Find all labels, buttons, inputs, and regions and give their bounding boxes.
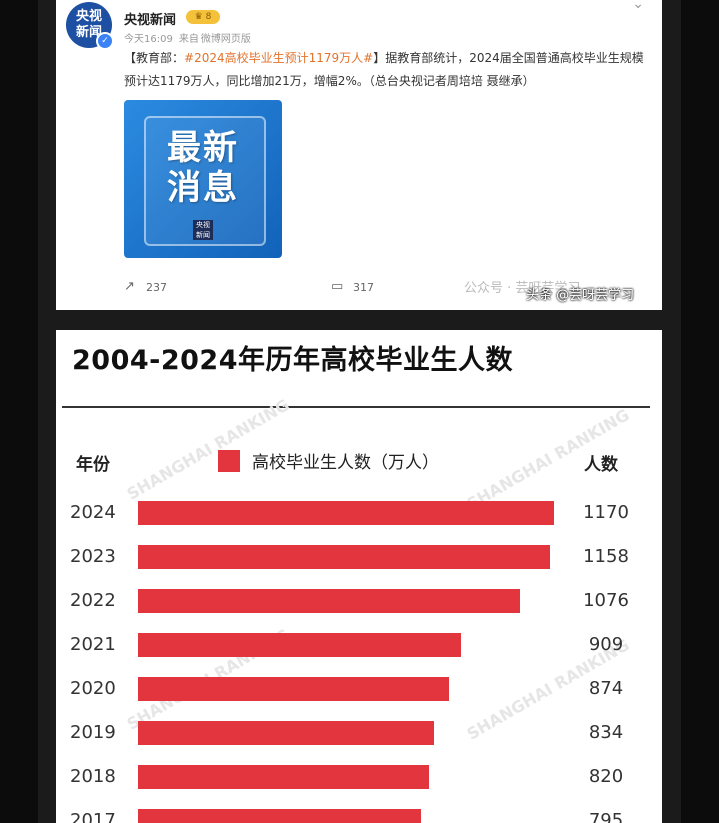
bar-value-label: 1170 — [583, 502, 629, 523]
bars-area: 2024 1170 2023 1158 2022 1076 2021 909 2020 874 20… — [56, 330, 662, 823]
image-headline-line1: 最新 — [167, 128, 239, 168]
bar-year-label: 2018 — [70, 766, 116, 787]
avatar-text: 央视 新闻 — [75, 9, 102, 40]
account-avatar[interactable]: 央视 新闻 ✓ — [66, 2, 114, 50]
repost-count: 237 — [146, 280, 167, 294]
weibo-post-card: 央视 新闻 ✓ 央视新闻 ♛ 8 今天16:09 来自 微博网页版 ⌄ 【教育部：#… — [56, 0, 662, 310]
bar-2023 — [138, 545, 550, 569]
chevron-down-icon[interactable]: ⌄ — [632, 0, 644, 12]
bar-2018 — [138, 765, 429, 789]
left-margin — [0, 0, 38, 823]
bar-year-label: 2017 — [70, 810, 116, 823]
title-divider — [62, 406, 650, 408]
bar-year-label: 2022 — [70, 590, 116, 611]
post-text: 】据教育部统计，2024届全国普通高校毕业生规模预计达1179万人，同比增加21… — [124, 51, 644, 88]
bar-value-label: 909 — [588, 634, 624, 655]
content-stage: 央视 新闻 ✓ 央视新闻 ♛ 8 今天16:09 来自 微博网页版 ⌄ 【教育部：#… — [38, 0, 681, 823]
verified-icon: ✓ — [96, 32, 114, 50]
bar-year-label: 2020 — [70, 678, 116, 699]
hashtag-link[interactable]: #2024高校毕业生预计1179万人# — [184, 51, 374, 65]
public-account-watermark: 公众号 · 芸呀芸学习 — [464, 281, 581, 296]
bar-year-label: 2019 — [70, 722, 116, 743]
image-headline-line2: 消息 — [167, 168, 239, 208]
bar-year-label: 2024 — [70, 502, 116, 523]
bar-value-label: 1158 — [583, 546, 629, 567]
count-column-header: 人数 — [584, 455, 618, 475]
source-prefix: 来自 — [178, 34, 199, 45]
account-name[interactable]: 央视新闻 — [124, 13, 177, 28]
comment-icon: ▭ — [331, 279, 344, 294]
chart-title: 2004-2024年历年高校毕业生人数 — [72, 345, 513, 376]
vip-level: 8 — [205, 12, 212, 22]
bar-2020 — [138, 677, 449, 701]
post-source: 微博网页版 — [200, 34, 251, 45]
post-image[interactable]: 最新 消息 央视 新闻 — [124, 100, 282, 258]
bar-2024 — [138, 501, 554, 525]
right-margin — [681, 0, 719, 823]
bar-chart-card: 2004-2024年历年高校毕业生人数 SHANGHAI RANKING SHA… — [56, 330, 662, 823]
bar-year-label: 2021 — [70, 634, 116, 655]
year-column-header: 年份 — [76, 455, 110, 475]
cctv-logo: 央视 新闻 — [193, 220, 213, 240]
repost-button[interactable]: ↗ 237 — [124, 280, 167, 294]
legend-label: 高校毕业生人数（万人） — [252, 453, 439, 473]
legend-swatch — [218, 449, 240, 472]
bar-2022 — [138, 589, 520, 613]
bar-value-label: 874 — [588, 678, 624, 699]
comment-button[interactable]: ▭ 317 — [331, 280, 374, 294]
bar-year-label: 2023 — [70, 546, 116, 567]
bar-2019 — [138, 721, 434, 745]
bar-2021 — [138, 633, 461, 657]
bar-value-label: 1076 — [583, 590, 629, 611]
bar-value-label: 820 — [588, 766, 624, 787]
bar-value-label: 834 — [588, 722, 624, 743]
repost-icon: ↗ — [124, 279, 135, 294]
chart-legend: 高校毕业生人数（万人） — [218, 448, 439, 473]
bar-value-label: 795 — [588, 810, 624, 823]
bar-2017 — [138, 809, 421, 823]
source-watermark: 头条 @芸呀芸学习 — [526, 288, 635, 303]
comment-count: 317 — [353, 280, 374, 294]
post-time: 今天16:09 — [124, 34, 173, 45]
image-headline: 最新 消息 — [124, 128, 282, 208]
post-body: 【教育部：#2024高校毕业生预计1179万人#】据教育部统计，2024届全国普… — [124, 47, 646, 93]
post-label: 【教育部： — [124, 51, 185, 65]
post-meta: 今天16:09 来自 微博网页版 — [124, 30, 257, 45]
vip-badge: ♛ 8 — [186, 10, 220, 24]
